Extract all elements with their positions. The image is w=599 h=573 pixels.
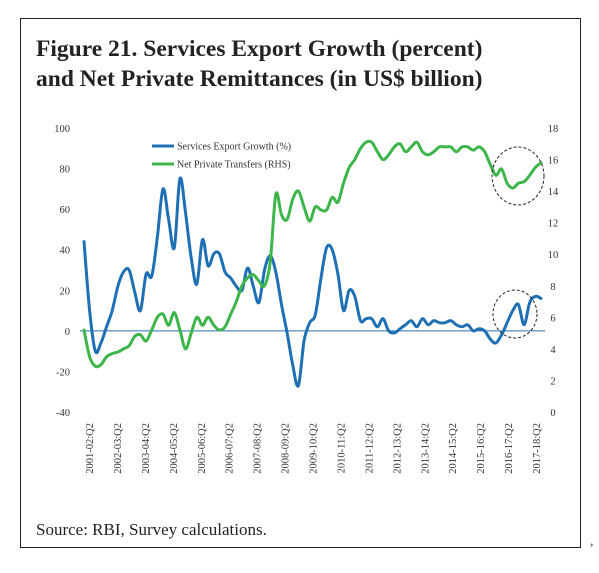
x-axis-tick-label: 2002-03:Q2 xyxy=(113,423,124,474)
chart-title: Figure 21. Services Export Growth (perce… xyxy=(36,34,576,94)
right-axis-tick-label: 8 xyxy=(550,282,555,293)
right-axis-tick-label: 2 xyxy=(550,376,555,387)
services-export-growth-line xyxy=(82,176,543,388)
chart-title-line-1: Figure 21. Services Export Growth (perce… xyxy=(36,36,483,62)
left-axis-tick-label: 100 xyxy=(54,124,70,135)
stray-mark: , xyxy=(590,534,594,549)
right-axis-tick-label: 12 xyxy=(548,219,559,230)
x-axis-tick-label: 2015-16:Q2 xyxy=(476,423,487,474)
source-note: Source: RBI, Survey calculations. xyxy=(36,520,267,539)
left-axis-tick-label: 0 xyxy=(65,327,70,338)
chart-series xyxy=(82,139,543,388)
right-axis-tick-label: 18 xyxy=(548,124,559,135)
x-axis-tick-label: 2003-04:Q2 xyxy=(141,423,152,474)
right-axis-tick-label: 4 xyxy=(550,345,556,356)
x-axis-tick-label: 2006-07:Q2 xyxy=(225,423,236,474)
left-axis-tick-label: 40 xyxy=(60,246,71,257)
right-axis-tick-label: 16 xyxy=(548,156,559,167)
chart-frame xyxy=(20,18,581,548)
right-axis-tick-label: 0 xyxy=(550,408,555,419)
left-axis-tick-label: 20 xyxy=(60,286,71,297)
net-private-transfers-line xyxy=(82,139,543,369)
x-axis-tick-label: 2012-13:Q2 xyxy=(392,423,403,474)
chart-legend: Services Export Growth (%) Net Private Tr… xyxy=(152,142,291,171)
annotation-circle-transfers xyxy=(491,146,545,206)
x-axis-tick-label: 2014-15:Q2 xyxy=(448,423,459,474)
x-axis-tick-label: 2016-17:Q2 xyxy=(504,423,515,474)
x-axis-tick-label: 2011-12:Q2 xyxy=(364,423,375,473)
right-axis-tick-label: 14 xyxy=(548,187,559,198)
x-axis-tick-label: 2004-05:Q2 xyxy=(169,423,180,474)
x-axis-tick-label: 2001-02:Q2 xyxy=(85,423,96,474)
x-axis-tick-label: 2009-10:Q2 xyxy=(309,423,320,474)
legend-label: Services Export Growth (%) xyxy=(177,142,291,153)
right-axis-tick-label: 6 xyxy=(550,313,555,324)
x-axis-tick-label: 2007-08:Q2 xyxy=(253,423,264,474)
x-axis-tick-label: 2017-18:Q2 xyxy=(532,423,543,474)
legend-label: Net Private Transfers (RHS) xyxy=(177,160,291,171)
left-axis-tick-label: -20 xyxy=(56,367,70,378)
left-axis-tick-label: 80 xyxy=(60,165,71,176)
left-axis-tick-label: -40 xyxy=(56,408,70,419)
annotation-circle-exports xyxy=(492,289,538,339)
x-axis-tick-label: 2008-09:Q2 xyxy=(281,423,292,474)
chart-axes: 100806040200-20-401816141210864202001-02… xyxy=(54,124,559,474)
x-axis-tick-label: 2010-11:Q2 xyxy=(336,423,347,473)
chart-title-line-2: and Net Private Remittances (in US$ bill… xyxy=(36,66,483,92)
chart-annotations xyxy=(491,146,545,339)
right-axis-tick-label: 10 xyxy=(548,250,559,261)
x-axis-tick-label: 2005-06:Q2 xyxy=(197,423,208,474)
x-axis-tick-label: 2013-14:Q2 xyxy=(420,423,431,474)
left-axis-tick-label: 60 xyxy=(60,205,71,216)
